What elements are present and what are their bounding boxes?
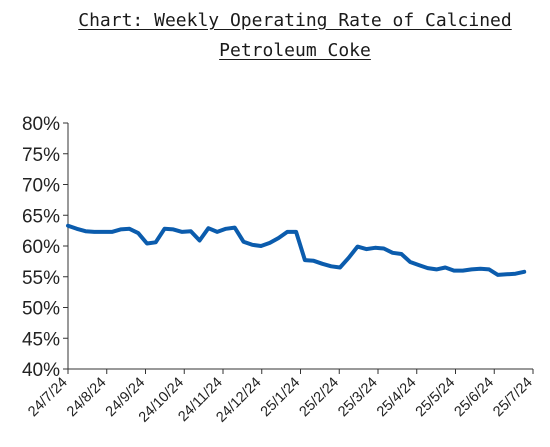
y-tick-label: 50% [22, 299, 60, 320]
y-tick-label: 80% [22, 114, 60, 135]
chart-title-line-1: Chart: Weekly Operating Rate of Calcined [78, 10, 512, 31]
chart-title-line-2: Petroleum Coke [219, 40, 371, 61]
x-tick-label: 24/8/24 [64, 375, 110, 421]
y-tick-label: 60% [22, 237, 60, 258]
x-tick-label: 25/1/24 [258, 375, 304, 421]
operating-rate-line [66, 223, 527, 277]
y-tick-label: 45% [22, 329, 60, 350]
y-tick-label: 65% [22, 206, 60, 227]
x-tick-label: 25/6/24 [452, 375, 498, 421]
x-tick-label: 25/4/24 [374, 375, 420, 421]
x-tick-label: 25/7/24 [490, 375, 536, 421]
y-tick-label: 70% [22, 176, 60, 197]
x-tick-label: 25/2/24 [297, 375, 343, 421]
y-tick-label: 55% [22, 268, 60, 289]
x-tick-label: 25/3/24 [335, 375, 381, 421]
y-tick-label: 75% [22, 145, 60, 166]
x-tick-label: 25/5/24 [413, 375, 459, 421]
x-tick-label: 24/7/24 [25, 375, 71, 421]
y-tick-label: 40% [22, 360, 60, 381]
